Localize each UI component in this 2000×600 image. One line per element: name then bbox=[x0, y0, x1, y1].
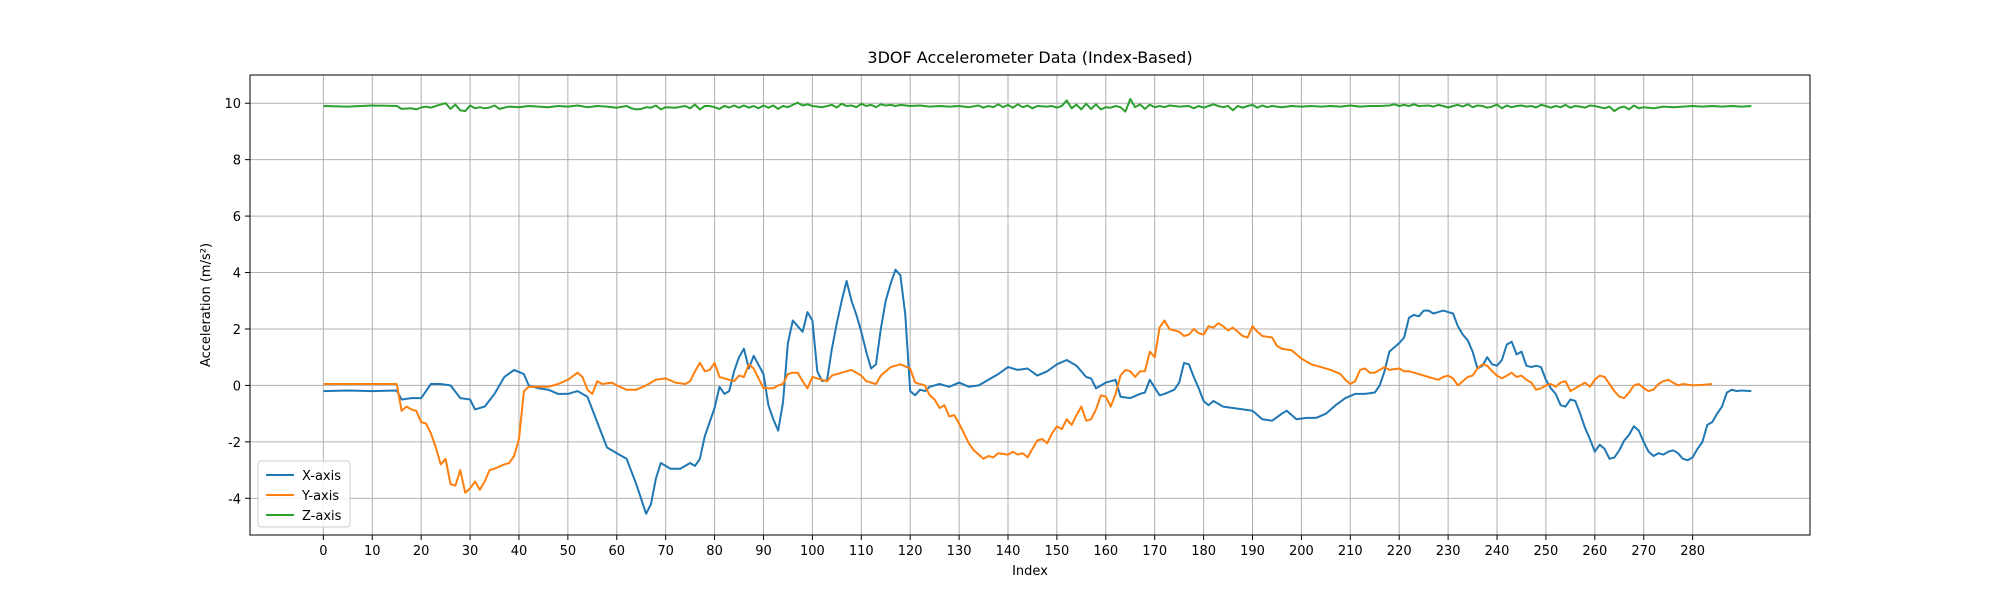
x-axis-ticks: 0 10 20 30 40 50 60 70 80 90 100 110 120 130 140 150 160… bbox=[319, 535, 1705, 559]
x-tick-label: 90 bbox=[755, 544, 772, 559]
x-tick-label: 10 bbox=[364, 544, 381, 559]
x-tick-label: 120 bbox=[898, 544, 923, 559]
x-tick-label: 210 bbox=[1338, 544, 1363, 559]
x-tick-label: 110 bbox=[849, 544, 874, 559]
x-tick-label: 130 bbox=[947, 544, 972, 559]
series-line-y-axis bbox=[323, 319, 1713, 494]
legend-label-z-axis: Z-axis bbox=[302, 509, 342, 524]
legend-label-x-axis: X-axis bbox=[302, 469, 341, 484]
series-line-z-axis bbox=[323, 98, 1752, 113]
x-tick-label: 230 bbox=[1436, 544, 1461, 559]
y-axis-ticks: -4 -2 0 2 4 6 8 10 bbox=[224, 97, 250, 507]
y-tick-label: -4 bbox=[228, 492, 241, 507]
legend-label-y-axis: Y-axis bbox=[301, 489, 339, 504]
x-tick-label: 50 bbox=[560, 544, 577, 559]
y-tick-label: 10 bbox=[224, 97, 241, 112]
x-tick-label: 190 bbox=[1240, 544, 1265, 559]
x-tick-label: 200 bbox=[1289, 544, 1314, 559]
y-tick-label: 8 bbox=[233, 154, 241, 169]
x-tick-label: 70 bbox=[657, 544, 674, 559]
y-tick-label: -2 bbox=[228, 436, 241, 451]
x-tick-label: 100 bbox=[800, 544, 825, 559]
x-tick-label: 0 bbox=[319, 544, 327, 559]
x-tick-label: 240 bbox=[1485, 544, 1510, 559]
x-tick-label: 170 bbox=[1142, 544, 1167, 559]
chart-title: 3DOF Accelerometer Data (Index-Based) bbox=[867, 48, 1192, 67]
x-tick-label: 20 bbox=[413, 544, 430, 559]
x-tick-label: 180 bbox=[1191, 544, 1216, 559]
x-tick-label: 250 bbox=[1534, 544, 1559, 559]
x-tick-label: 30 bbox=[462, 544, 479, 559]
x-tick-label: 160 bbox=[1093, 544, 1118, 559]
y-tick-label: 6 bbox=[233, 210, 241, 225]
x-tick-label: 150 bbox=[1044, 544, 1069, 559]
x-tick-label: 260 bbox=[1582, 544, 1607, 559]
x-tick-label: 140 bbox=[996, 544, 1021, 559]
chart-legend: X-axis Y-axis Z-axis bbox=[257, 460, 351, 528]
y-tick-label: 4 bbox=[233, 267, 241, 282]
x-tick-label: 270 bbox=[1631, 544, 1656, 559]
x-tick-label: 220 bbox=[1387, 544, 1412, 559]
plot-area-frame bbox=[249, 74, 1811, 536]
y-tick-label: 0 bbox=[233, 379, 241, 394]
y-axis-label: Acceleration (m/s²) bbox=[199, 243, 214, 367]
data-series bbox=[323, 98, 1752, 515]
x-tick-label: 40 bbox=[511, 544, 528, 559]
x-tick-label: 60 bbox=[608, 544, 625, 559]
x-tick-label: 280 bbox=[1680, 544, 1705, 559]
x-tick-label: 80 bbox=[706, 544, 723, 559]
legend-box bbox=[257, 460, 351, 528]
series-line-x-axis bbox=[323, 268, 1752, 515]
y-tick-label: 2 bbox=[233, 323, 241, 338]
grid-lines bbox=[250, 75, 1810, 535]
x-axis-label: Index bbox=[1012, 564, 1048, 579]
